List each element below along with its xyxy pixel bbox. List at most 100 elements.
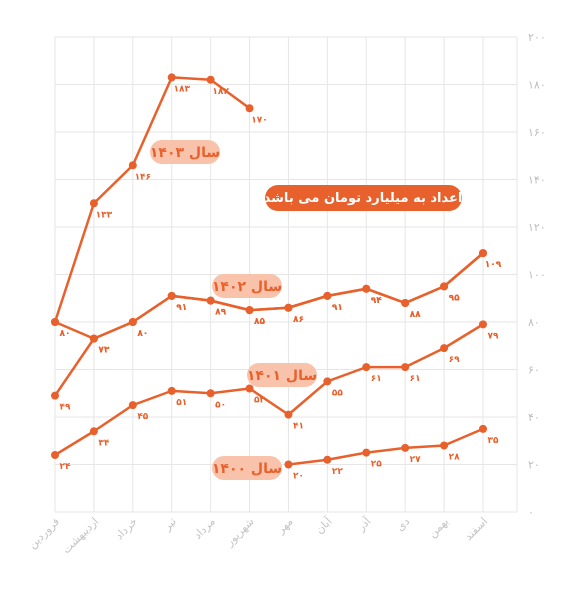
y-axis: ۰ ۲۰ ۴۰ ۶۰ ۸۰ ۱۰۰ ۱۲۰ ۱۴۰ ۱۶۰ ۱۸۰ ۲۰۰ [528, 31, 546, 519]
data-point [479, 320, 487, 329]
series-pill [212, 456, 282, 480]
data-point [51, 451, 59, 459]
series-pill [212, 274, 282, 298]
data-point [479, 249, 487, 258]
series-pill [247, 363, 317, 387]
data-point [323, 291, 332, 300]
data-label: ۸۶ [293, 315, 304, 325]
data-point [284, 303, 293, 312]
y-tick-label: ۱۰۰ [528, 269, 546, 282]
data-label: ۹۱ [332, 303, 343, 313]
data-label: ۸۵ [254, 317, 265, 327]
data-label: ۶۱ [410, 374, 421, 384]
annotation-box [265, 185, 462, 211]
series-line [53, 252, 484, 397]
data-point [206, 75, 215, 84]
x-tick-label: مرداد [191, 515, 218, 542]
x-tick-label: بهمن [426, 515, 451, 540]
data-label: ۲۷ [410, 455, 421, 465]
data-point [284, 410, 293, 419]
x-tick-label: شهریور [222, 515, 256, 549]
series-pill [150, 140, 220, 164]
data-point [167, 73, 176, 82]
data-point [89, 334, 98, 343]
data-label: ۹۵ [449, 293, 460, 303]
series-line [54, 323, 484, 457]
x-tick-label: اسفند [462, 515, 490, 543]
data-point [401, 363, 410, 372]
data-point [128, 401, 137, 410]
x-tick-label: دی [394, 515, 413, 534]
data-point [440, 344, 449, 353]
data-label: ۴۵ [137, 412, 148, 422]
data-label: ۸۶ [293, 315, 304, 325]
data-point [206, 389, 215, 398]
data-point [89, 199, 98, 208]
data-label: ۵۲ [254, 396, 265, 406]
data-label: ۷۳ [98, 346, 109, 356]
x-tick-label: فروردین [26, 515, 62, 551]
data-label: ۸۹ [215, 308, 226, 318]
y-tick-label: ۲۰ [528, 459, 540, 472]
grid [54, 36, 518, 513]
y-tick-label: ۱۲۰ [528, 221, 546, 234]
data-label: ۱۰۹ [485, 260, 502, 270]
x-tick-label: آبان [312, 514, 335, 537]
data-point [206, 296, 215, 305]
data-label: ۹۴ [371, 296, 382, 306]
data-label: ۸۹ [215, 308, 226, 318]
series-line [53, 76, 251, 323]
data-label: ۱۳۳ [96, 210, 113, 220]
data-point [89, 427, 98, 436]
data-label: ۸۰ [60, 329, 71, 339]
data-label: ۱۰۹ [485, 260, 502, 270]
x-tick-label: مهر [274, 515, 296, 537]
data-point [128, 161, 137, 170]
data-label: ۸۸ [410, 310, 421, 320]
data-point [440, 282, 449, 291]
data-label: ۳۴ [98, 438, 109, 448]
data-point [167, 291, 176, 300]
y-tick-label: ۲۰۰ [528, 31, 546, 44]
data-label: ۷۳ [98, 346, 109, 356]
data-label: ۹۵ [449, 293, 460, 303]
data-label: ۸۰ [60, 329, 71, 339]
data-point [401, 443, 410, 452]
data-point [323, 455, 332, 464]
data-label: ۷۹ [488, 331, 499, 341]
y-tick-label: ۶۰ [528, 364, 540, 377]
x-tick-label: اردیبهشت [60, 515, 101, 556]
data-point [51, 391, 59, 400]
series-lines [53, 76, 484, 466]
series-pill-label: سال ۱۴۰۰ [212, 461, 282, 477]
data-label: ۱۴۶ [135, 172, 151, 182]
data-point [167, 386, 176, 395]
data-point [323, 377, 332, 386]
data-point [284, 460, 293, 469]
data-label: ۲۲ [332, 467, 343, 477]
data-label: ۱۷۰ [251, 115, 267, 125]
series-points [51, 73, 487, 469]
x-tick-label: خرداد [113, 515, 140, 542]
data-point [245, 306, 254, 315]
series-pill-label: سال ۱۴۰۱ [247, 368, 317, 384]
series-pill-label: سال ۱۴۰۲ [212, 279, 282, 295]
y-tick-label: ۱۶۰ [528, 126, 546, 139]
data-label: ۸۵ [254, 317, 265, 327]
data-label: ۶۹ [449, 355, 460, 365]
data-label: ۲۰ [293, 472, 304, 482]
y-tick-label: ۴۰ [528, 411, 540, 424]
series-pills: سال ۱۴۰۳ سال ۱۴۰۲ سال ۱۴۰۱ سال ۱۴۰۰ [150, 140, 317, 480]
data-label: ۶۱ [371, 374, 382, 384]
y-tick-label: ۱۸۰ [528, 79, 546, 92]
data-point [362, 284, 371, 293]
data-point [362, 448, 371, 457]
y-tick-label: ۰ [528, 506, 534, 519]
data-point [51, 318, 59, 326]
data-label: ۵۰ [215, 400, 226, 410]
data-label: ۸۸ [410, 310, 421, 320]
x-tick-label: تیر [160, 515, 179, 534]
data-label: ۹۱ [332, 303, 343, 313]
